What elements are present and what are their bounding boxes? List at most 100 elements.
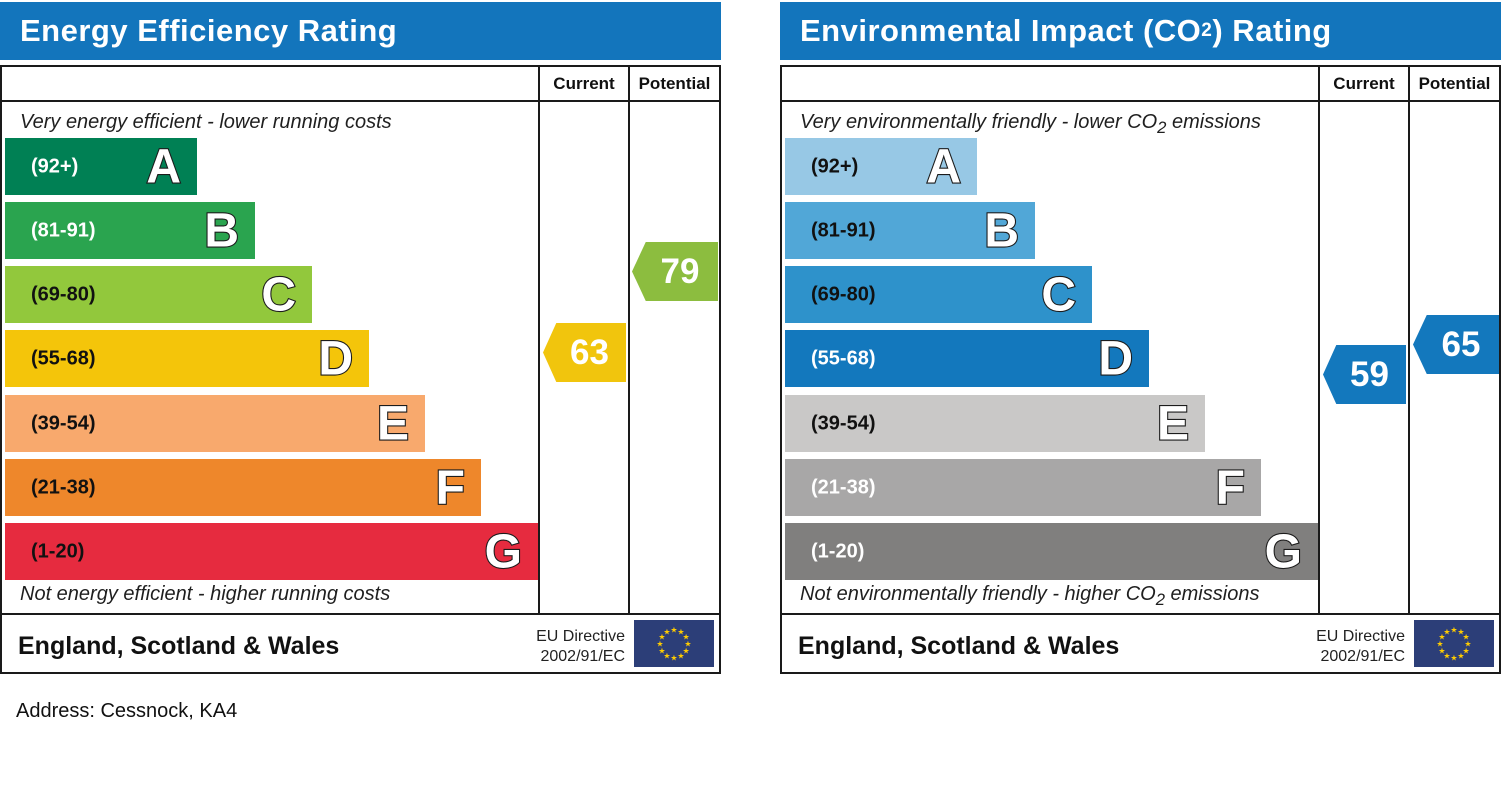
column-divider: [1408, 67, 1410, 613]
band-letter: F: [435, 460, 467, 515]
svg-text:★: ★: [1464, 640, 1471, 649]
region-label: England, Scotland & Wales: [798, 632, 1120, 660]
svg-text:★: ★: [1438, 647, 1445, 656]
rating-band-d: (55-68) D: [5, 330, 369, 387]
svg-text:★: ★: [658, 633, 665, 642]
eu-flag-icon: ★ ★★ ★★★ ★★★ ★★★: [634, 620, 714, 667]
band-letter: C: [260, 267, 297, 322]
top-caption: Very energy efficient - lower running co…: [20, 111, 392, 133]
potential-rating-pointer: 79: [632, 242, 718, 301]
band-letter: E: [1156, 396, 1190, 451]
band-letter: D: [1097, 331, 1134, 386]
eu-directive-label: EU Directive 2002/91/EC: [1316, 627, 1405, 665]
rating-band-c: (69-80) C: [5, 266, 312, 323]
environmental-impact-title: Environmental Impact (CO 2) Rating: [780, 2, 1501, 60]
top-caption: Very environmentally friendly - lower CO…: [800, 111, 1261, 137]
environmental-impact-panel: Environmental Impact (CO 2) Rating Curren…: [780, 2, 1501, 674]
svg-text:★: ★: [1450, 626, 1457, 635]
rating-band-a: (92+) A: [785, 138, 977, 195]
svg-text:★: ★: [1457, 627, 1464, 636]
band-range-label: (21-38): [31, 476, 96, 498]
svg-text:★: ★: [1463, 633, 1470, 642]
svg-text:★: ★: [670, 654, 677, 663]
current-rating-pointer: 59: [1323, 345, 1406, 404]
band-letter: G: [484, 524, 524, 579]
band-range-label: (21-38): [811, 476, 876, 498]
rating-band-e: (39-54) E: [5, 395, 425, 452]
rating-band-f: (21-38) F: [5, 459, 481, 516]
svg-text:★: ★: [1463, 647, 1470, 656]
eu-flag-icon: ★ ★★ ★★★ ★★★ ★★★: [1414, 620, 1494, 667]
svg-text:★: ★: [670, 626, 677, 635]
band-range-label: (39-54): [811, 412, 876, 434]
svg-text:★: ★: [1443, 652, 1450, 661]
svg-text:★: ★: [1436, 640, 1443, 649]
band-letter: D: [317, 331, 354, 386]
band-letter: G: [1264, 524, 1304, 579]
svg-text:★: ★: [677, 652, 684, 661]
svg-text:★: ★: [1450, 654, 1457, 663]
potential-rating-value: 65: [1441, 324, 1481, 364]
energy-efficiency-title: Energy Efficiency Rating: [0, 2, 721, 60]
band-range-label: (92+): [811, 155, 859, 177]
column-divider: [538, 67, 540, 613]
header-divider: [782, 100, 1499, 102]
rating-band-g: (1-20) G: [785, 523, 1318, 580]
potential-rating-pointer: 65: [1413, 315, 1499, 374]
rating-band-f: (21-38) F: [785, 459, 1261, 516]
band-range-label: (55-68): [811, 347, 876, 369]
footer-divider: [2, 613, 719, 615]
band-range-label: (92+): [31, 155, 79, 177]
band-range-label: (69-80): [811, 283, 876, 305]
rating-band-e: (39-54) E: [785, 395, 1205, 452]
band-letter: F: [1215, 460, 1247, 515]
rating-band-c: (69-80) C: [785, 266, 1092, 323]
title-text: Energy Efficiency Rating: [20, 13, 398, 48]
svg-text:★: ★: [677, 627, 684, 636]
environmental-rating-table: Current Potential Very environmentally f…: [780, 65, 1501, 674]
potential-column-header: Potential: [1418, 74, 1491, 93]
svg-text:★: ★: [1443, 627, 1450, 636]
current-rating-value: 59: [1350, 354, 1389, 394]
rating-band-b: (81-91) B: [785, 202, 1035, 259]
title-text-post: ) Rating: [1212, 13, 1332, 48]
band-range-label: (1-20): [811, 540, 865, 562]
current-rating-value: 63: [570, 332, 609, 372]
svg-text:★: ★: [684, 640, 691, 649]
title-text: Environmental Impact (CO: [800, 13, 1202, 48]
current-rating-pointer: 63: [543, 323, 626, 382]
header-divider: [2, 100, 719, 102]
region-label: England, Scotland & Wales: [18, 632, 340, 660]
band-letter: B: [983, 203, 1020, 258]
band-letter: B: [203, 203, 240, 258]
rating-band-d: (55-68) D: [785, 330, 1149, 387]
energy-rating-table: Current Potential Very energy efficient …: [0, 65, 721, 674]
band-letter: E: [376, 396, 410, 451]
band-range-label: (39-54): [31, 412, 96, 434]
current-column-header: Current: [553, 74, 615, 93]
svg-text:★: ★: [663, 652, 670, 661]
svg-text:★: ★: [683, 633, 690, 642]
energy-efficiency-panel: Energy Efficiency Rating Current Potenti…: [0, 2, 721, 674]
potential-column-header: Potential: [638, 74, 711, 93]
address-text: Address: Cessnock, KA4: [16, 700, 238, 722]
band-range-label: (69-80): [31, 283, 96, 305]
svg-text:★: ★: [1457, 652, 1464, 661]
band-range-label: (1-20): [31, 540, 85, 562]
rating-band-a: (92+) A: [5, 138, 197, 195]
eu-directive-label: EU Directive 2002/91/EC: [536, 627, 625, 665]
footer-divider: [782, 613, 1499, 615]
svg-text:★: ★: [663, 627, 670, 636]
potential-rating-value: 79: [660, 251, 700, 291]
bottom-caption: Not environmentally friendly - higher CO…: [800, 583, 1260, 609]
svg-text:★: ★: [658, 647, 665, 656]
band-letter: A: [145, 139, 182, 194]
band-letter: C: [1040, 267, 1077, 322]
column-divider: [628, 67, 630, 613]
svg-text:★: ★: [683, 647, 690, 656]
band-letter: A: [925, 139, 962, 194]
band-range-label: (55-68): [31, 347, 96, 369]
band-range-label: (81-91): [31, 219, 96, 241]
column-divider: [1318, 67, 1320, 613]
svg-text:★: ★: [1438, 633, 1445, 642]
